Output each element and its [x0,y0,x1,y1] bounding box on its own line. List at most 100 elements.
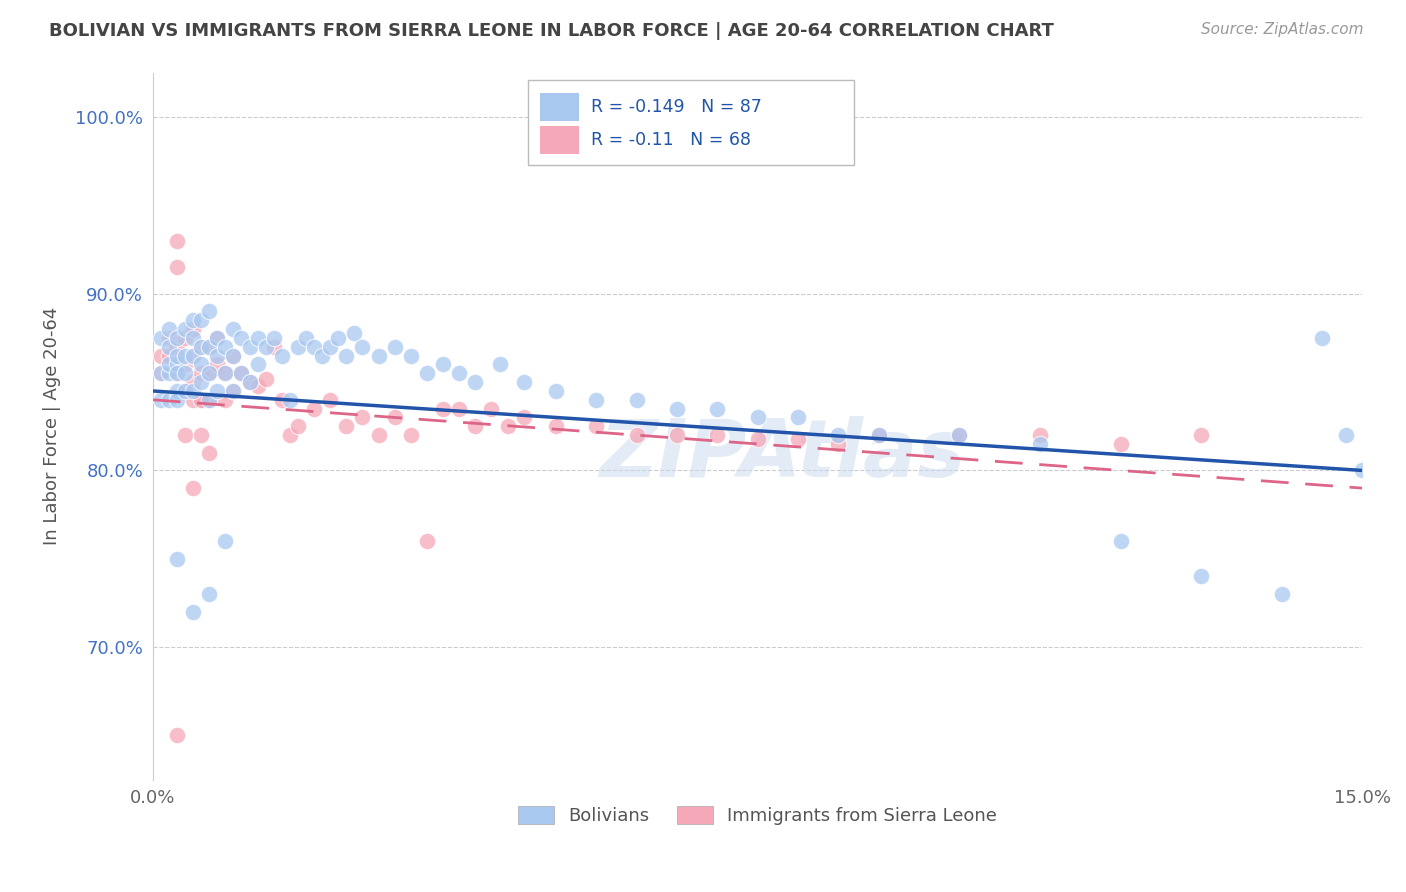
Point [1029,437,1052,451]
Point [481,401,503,416]
Point [868,428,890,442]
Point [827,437,849,451]
Point [222,349,245,363]
Point [787,410,810,425]
Point [311,349,333,363]
Point [544,384,567,398]
Point [214,366,236,380]
Point [149,366,172,380]
Point [512,375,534,389]
Point [626,392,648,407]
Point [626,428,648,442]
Point [416,366,439,380]
Point [214,366,236,380]
Point [319,392,342,407]
Point [181,605,204,619]
Point [787,432,810,446]
Point [198,304,221,318]
Point [222,384,245,398]
Point [665,401,688,416]
Point [214,534,236,549]
Point [1109,437,1132,451]
Text: R = -0.11   N = 68: R = -0.11 N = 68 [591,131,751,149]
Point [166,366,188,380]
Point [1189,428,1212,442]
Point [181,392,204,407]
Point [166,728,188,742]
Point [432,358,454,372]
Point [246,358,269,372]
Point [198,392,221,407]
Point [231,366,253,380]
Point [166,392,188,407]
Point [190,340,212,354]
Point [449,401,471,416]
Point [747,432,769,446]
Point [181,331,204,345]
Point [238,375,260,389]
Point [190,375,212,389]
Point [181,375,204,389]
Point [157,366,180,380]
Point [464,419,486,434]
Point [190,428,212,442]
Point [157,340,180,354]
Text: Source: ZipAtlas.com: Source: ZipAtlas.com [1201,22,1364,37]
Point [246,378,269,392]
Point [181,481,204,495]
Point [174,331,197,345]
Point [174,358,197,372]
Point [270,349,292,363]
Point [231,366,253,380]
Point [868,428,890,442]
Point [1029,428,1052,442]
Point [399,349,422,363]
Point [254,340,277,354]
Point [181,349,204,363]
Point [198,366,221,380]
Point [367,349,389,363]
Point [190,392,212,407]
Point [1351,463,1374,477]
Text: BOLIVIAN VS IMMIGRANTS FROM SIERRA LEONE IN LABOR FORCE | AGE 20-64 CORRELATION : BOLIVIAN VS IMMIGRANTS FROM SIERRA LEONE… [49,22,1054,40]
Point [287,419,309,434]
Point [181,349,204,363]
Point [166,234,188,248]
Point [1310,331,1333,345]
Point [747,410,769,425]
Point [585,419,607,434]
Point [174,322,197,336]
Point [207,384,229,398]
Point [384,340,406,354]
Point [198,366,221,380]
Point [585,392,607,407]
Y-axis label: In Labor Force | Age 20-64: In Labor Force | Age 20-64 [44,307,60,545]
Legend: Bolivians, Immigrants from Sierra Leone: Bolivians, Immigrants from Sierra Leone [509,797,1007,834]
FancyBboxPatch shape [540,93,579,121]
Point [214,392,236,407]
Point [166,358,188,372]
Point [706,401,728,416]
Point [166,366,188,380]
Point [665,428,688,442]
Point [302,401,325,416]
Point [149,331,172,345]
Point [246,331,269,345]
Point [181,313,204,327]
Point [149,392,172,407]
Point [149,349,172,363]
Text: R = -0.149   N = 87: R = -0.149 N = 87 [591,98,762,116]
Point [270,392,292,407]
Point [174,349,197,363]
Point [319,340,342,354]
Point [157,331,180,345]
Point [335,419,357,434]
Point [1109,534,1132,549]
Point [295,331,318,345]
Point [190,313,212,327]
Point [190,340,212,354]
Point [198,392,221,407]
Point [198,587,221,601]
Point [198,340,221,354]
Point [464,375,486,389]
